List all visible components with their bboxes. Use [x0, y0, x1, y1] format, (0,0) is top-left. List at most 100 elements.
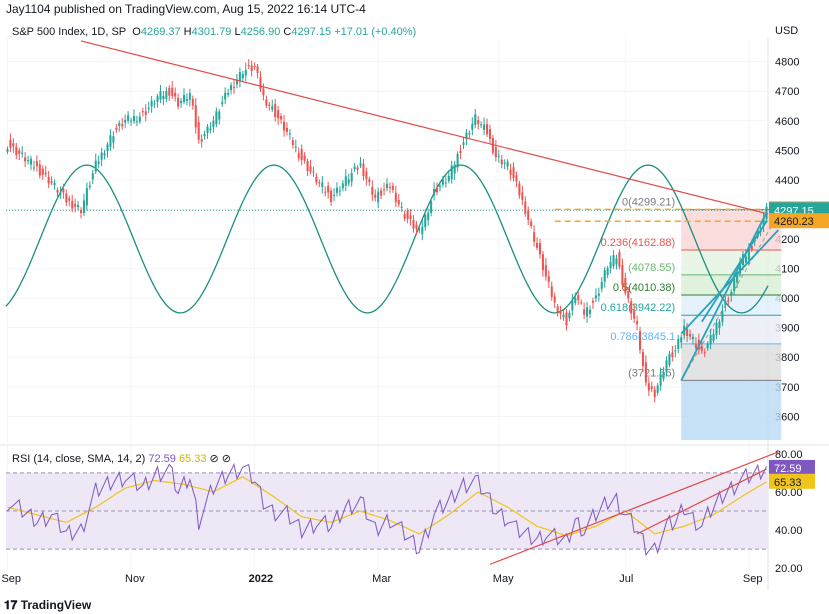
candle-body — [671, 352, 674, 357]
candle-body — [503, 162, 506, 164]
candle-body — [147, 107, 150, 109]
candle-body — [71, 201, 74, 209]
candle-body — [574, 297, 577, 303]
candle-body — [85, 188, 88, 206]
candle-body — [491, 138, 494, 153]
fib-zone — [681, 315, 782, 344]
high-value: 4301.79 — [191, 26, 232, 38]
candle-body — [162, 95, 165, 100]
candle-body — [488, 129, 492, 139]
candle-body — [468, 133, 471, 135]
candle-body — [277, 110, 280, 119]
candle-body — [712, 333, 715, 341]
rsi-legend: RSI (14, close, SMA, 14, 2) 72.59 65.33 … — [12, 452, 231, 465]
candle-body — [56, 189, 59, 193]
price-tick-label: 4400 — [775, 175, 799, 187]
price-tick-label: 4700 — [775, 86, 799, 98]
candle-body — [556, 306, 559, 313]
candle-body — [615, 258, 618, 265]
candle-body — [644, 362, 647, 383]
candle-body — [280, 116, 283, 120]
candle-body — [694, 344, 697, 348]
candle-body — [388, 186, 391, 188]
candle-body — [762, 217, 765, 226]
candle-body — [185, 99, 188, 101]
candle-body — [374, 194, 377, 198]
time-tick-label: Sep — [743, 573, 763, 585]
candle-body — [524, 201, 527, 214]
candle-body — [715, 322, 718, 335]
candle-body — [41, 168, 44, 175]
candle-body — [418, 228, 421, 230]
candle-body — [600, 281, 603, 289]
candle-body — [209, 128, 212, 131]
candle-body — [594, 295, 597, 299]
candle-body — [274, 104, 277, 118]
publish-header: Jay1104 published on TradingView.com, Au… — [6, 2, 366, 16]
candle-body — [512, 167, 515, 179]
candle-body — [230, 85, 233, 91]
rsi-value: 72.59 — [148, 453, 176, 465]
rsi-tick-label: 80.00 — [775, 449, 803, 461]
candle-body — [533, 232, 536, 242]
tv-brand-label: TradingView — [20, 598, 92, 612]
candle-body — [477, 120, 480, 125]
candle-body — [709, 335, 712, 345]
candle-body — [65, 193, 68, 203]
candle-body — [141, 111, 144, 113]
candle-body — [536, 242, 539, 248]
fib-zone — [681, 343, 782, 381]
candle-body — [447, 176, 450, 182]
candle-body — [294, 146, 297, 148]
candle-body — [79, 210, 83, 213]
candle-body — [244, 69, 247, 76]
rsi-sma-value: 65.33 — [178, 453, 207, 465]
candle-body — [527, 210, 530, 220]
candle-body — [509, 169, 512, 175]
channel-lower — [701, 220, 768, 323]
candle-body — [494, 147, 497, 158]
candle-body — [744, 256, 747, 263]
candle-body — [115, 127, 118, 130]
fib-level-label: 0.618(3942.22) — [601, 302, 676, 314]
candle-body — [653, 389, 656, 398]
candle-body — [82, 200, 85, 213]
candle-body — [227, 92, 230, 95]
rsi-tick-label: 20.00 — [775, 563, 803, 575]
low-label: L — [234, 26, 241, 38]
candle-body — [18, 150, 21, 154]
candle-body — [677, 339, 680, 349]
candle-body — [518, 183, 521, 196]
candle-body — [77, 205, 80, 208]
candle-body — [438, 185, 441, 187]
open-label: O — [132, 26, 141, 38]
candle-body — [424, 214, 427, 228]
candle-body — [727, 300, 730, 302]
candle-body — [127, 115, 130, 121]
candle-body — [571, 300, 574, 311]
candle-body — [435, 188, 439, 193]
time-tick-label: 2022 — [249, 573, 273, 585]
candle-body — [412, 220, 415, 229]
price-tick-label: 4600 — [775, 116, 799, 128]
rsi-trendline-lower — [489, 451, 779, 565]
candle-body — [724, 301, 727, 306]
candle-body — [74, 204, 77, 207]
channel-upper — [680, 211, 768, 381]
hide-icon[interactable]: ⊘ ⊘ — [209, 453, 232, 465]
candle-body — [568, 312, 571, 319]
candle-body — [559, 312, 562, 314]
candle-body — [627, 291, 630, 299]
candle-body — [156, 96, 159, 102]
candle-body — [506, 161, 509, 167]
candle-body — [182, 95, 186, 102]
candle-body — [612, 255, 615, 267]
candle-body — [88, 185, 91, 187]
candle-body — [433, 189, 436, 196]
sine-cycle-line — [5, 164, 769, 314]
candle-body — [636, 321, 639, 325]
candle-body — [603, 270, 606, 282]
candle-body — [359, 163, 362, 166]
candle-body — [618, 252, 621, 267]
time-tick-label: Sep — [1, 573, 21, 585]
